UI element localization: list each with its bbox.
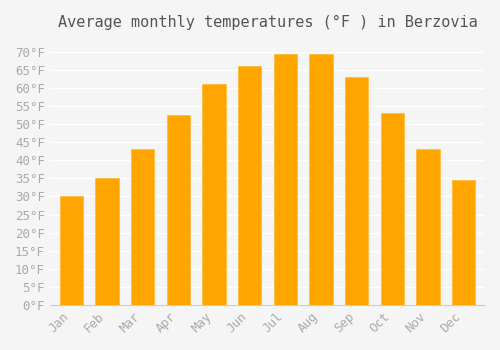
Bar [416,149,440,305]
Bar [345,77,368,305]
Bar [96,178,118,305]
Bar [202,84,226,305]
Bar [310,54,332,305]
Bar [238,66,261,305]
Bar [380,113,404,305]
Bar [166,115,190,305]
Title: Average monthly temperatures (°F ) in Berzovia: Average monthly temperatures (°F ) in Be… [58,15,478,30]
Bar [452,180,475,305]
Bar [131,149,154,305]
Bar [274,54,297,305]
Bar [60,196,83,305]
